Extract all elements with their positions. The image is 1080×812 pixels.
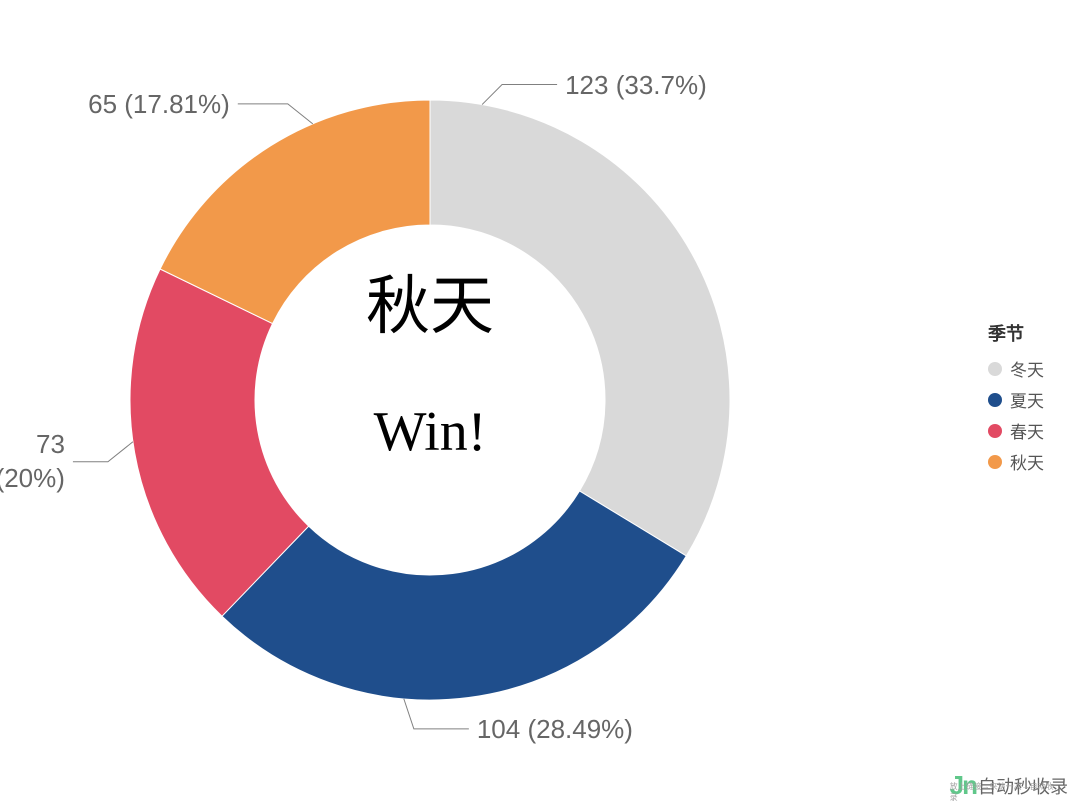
slice-label-0: 123 (33.7%) bbox=[565, 69, 707, 103]
legend-items: 冬天夏天春天秋天 bbox=[988, 356, 1044, 474]
center-text-line2: Win! bbox=[330, 400, 530, 464]
slice-label-3: 65 (17.81%) bbox=[88, 88, 230, 122]
legend-dot bbox=[988, 424, 1002, 438]
legend-dot bbox=[988, 393, 1002, 407]
leader-line bbox=[238, 104, 313, 124]
donut-chart: 秋天 Win! 123 (33.7%) 104 (28.49%) 73(20%) 65… bbox=[0, 0, 1080, 807]
leader-line bbox=[404, 699, 469, 729]
watermark-sub-text: 放上链接→来访一次→自动收录 bbox=[950, 781, 1054, 803]
slice-label-1: 104 (28.49%) bbox=[477, 713, 633, 747]
legend-item-2: 春天 bbox=[988, 418, 1044, 443]
watermark: Jn 自动秒收录 放上链接→来访一次→自动收录 bbox=[950, 770, 1068, 801]
center-text-line1: 秋天 bbox=[330, 255, 530, 347]
legend-item-1: 夏天 bbox=[988, 387, 1044, 412]
legend-item-3: 秋天 bbox=[988, 449, 1044, 474]
legend-label: 冬天 bbox=[1010, 356, 1044, 381]
leader-line bbox=[482, 85, 557, 105]
legend-title: 季节 bbox=[988, 320, 1044, 346]
slice-label-2: 73(20%) bbox=[0, 428, 65, 496]
legend-label: 秋天 bbox=[1010, 449, 1044, 474]
leader-line bbox=[73, 442, 133, 462]
legend: 季节 冬天夏天春天秋天 bbox=[988, 320, 1044, 480]
legend-item-0: 冬天 bbox=[988, 356, 1044, 381]
legend-label: 春天 bbox=[1010, 418, 1044, 443]
legend-dot bbox=[988, 455, 1002, 469]
legend-label: 夏天 bbox=[1010, 387, 1044, 412]
legend-dot bbox=[988, 362, 1002, 376]
